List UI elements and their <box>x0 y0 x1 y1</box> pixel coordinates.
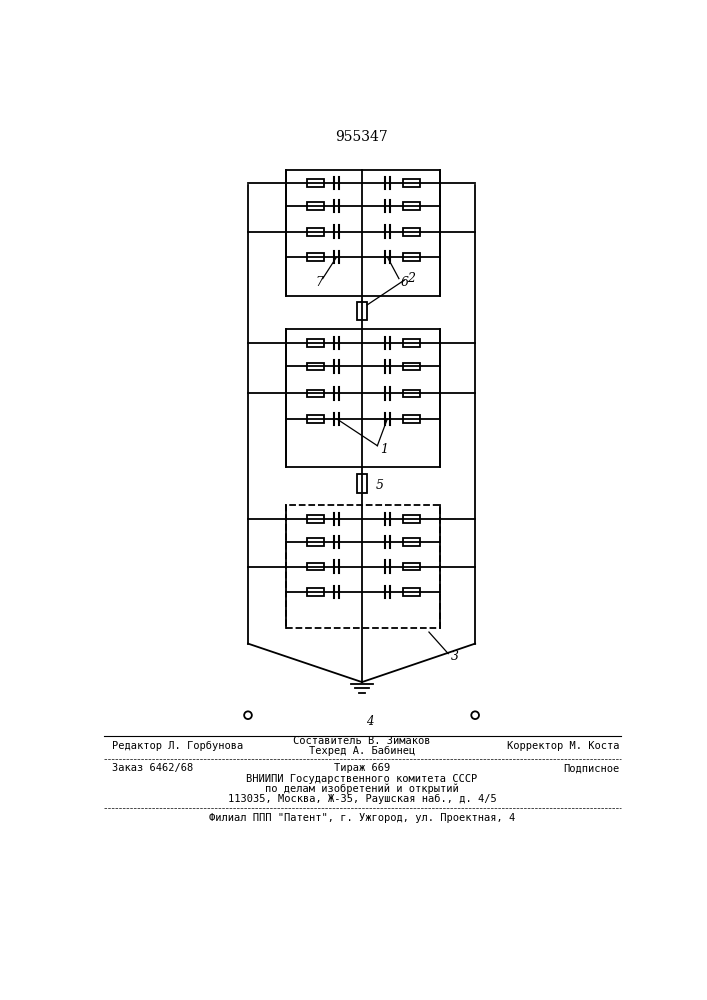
Bar <box>403 363 420 370</box>
Text: по делам изобретений и открытий: по делам изобретений и открытий <box>265 784 459 794</box>
Text: 113035, Москва, Ж-35, Раушская наб., д. 4/5: 113035, Москва, Ж-35, Раушская наб., д. … <box>228 794 496 804</box>
Bar <box>286 170 440 296</box>
Bar <box>403 515 420 523</box>
Bar <box>308 339 325 347</box>
Text: 1: 1 <box>380 443 387 456</box>
Text: 3: 3 <box>450 650 459 663</box>
Bar <box>403 202 420 210</box>
Bar <box>308 563 325 570</box>
Text: Корректор М. Коста: Корректор М. Коста <box>508 741 620 751</box>
Text: Заказ 6462/68: Заказ 6462/68 <box>112 763 193 773</box>
Text: 6: 6 <box>400 276 409 289</box>
Text: ВНИИПИ Государственного комитета СССР: ВНИИПИ Государственного комитета СССР <box>246 774 477 784</box>
Bar <box>308 363 325 370</box>
Bar <box>357 302 367 320</box>
Bar <box>308 415 325 423</box>
Bar <box>403 588 420 596</box>
Bar <box>403 538 420 546</box>
Bar <box>403 339 420 347</box>
Text: Составитель В. Зимаков: Составитель В. Зимаков <box>293 736 431 746</box>
Bar <box>308 253 325 261</box>
Text: Филиал ППП "Патент", г. Ужгород, ул. Проектная, 4: Филиал ППП "Патент", г. Ужгород, ул. Про… <box>209 813 515 823</box>
Text: 4: 4 <box>366 715 373 728</box>
Text: Техред А. Бабинец: Техред А. Бабинец <box>309 746 415 756</box>
Bar <box>286 329 440 466</box>
Bar <box>286 505 440 628</box>
Text: 5: 5 <box>376 479 384 492</box>
Bar <box>308 228 325 235</box>
Bar <box>308 515 325 523</box>
Bar <box>403 415 420 423</box>
Bar <box>357 474 367 493</box>
Bar <box>403 253 420 261</box>
Bar <box>403 228 420 235</box>
Bar <box>308 588 325 596</box>
Bar <box>308 202 325 210</box>
Text: Подписное: Подписное <box>563 763 620 773</box>
Bar <box>308 179 325 187</box>
Text: 955347: 955347 <box>336 130 388 144</box>
Text: Редактор Л. Горбунова: Редактор Л. Горбунова <box>112 741 243 751</box>
Bar <box>403 389 420 397</box>
Bar <box>403 179 420 187</box>
Bar <box>308 389 325 397</box>
Bar <box>308 538 325 546</box>
Text: Тираж 669: Тираж 669 <box>334 763 390 773</box>
Text: 2: 2 <box>407 272 414 285</box>
Text: 7: 7 <box>315 276 324 289</box>
Bar <box>403 563 420 570</box>
